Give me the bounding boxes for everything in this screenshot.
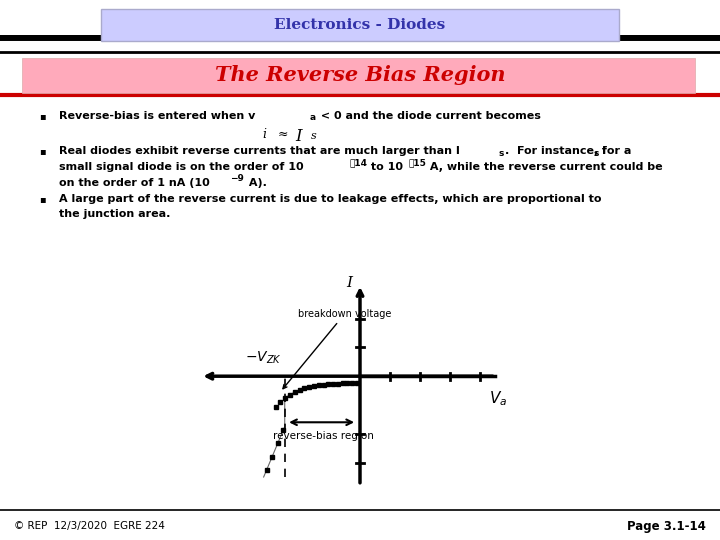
- Text: s: s: [499, 148, 504, 158]
- Text: Electronics - Diodes: Electronics - Diodes: [274, 18, 446, 32]
- Text: A).: A).: [245, 178, 266, 188]
- Text: for a: for a: [598, 146, 631, 157]
- Text: ▪: ▪: [40, 194, 46, 204]
- Text: to 10: to 10: [367, 162, 403, 172]
- Text: i: i: [263, 128, 267, 141]
- Text: .  For instance, I: . For instance, I: [505, 146, 606, 157]
- Text: $V_a$: $V_a$: [490, 389, 508, 408]
- Text: s: s: [311, 131, 317, 141]
- Text: A, while the reverse current could be: A, while the reverse current could be: [426, 162, 662, 172]
- Text: ▪: ▪: [40, 146, 46, 157]
- Text: ≈: ≈: [277, 128, 288, 141]
- Text: on the order of 1 nA (10: on the order of 1 nA (10: [59, 178, 210, 188]
- Text: © REP  12/3/2020  EGRE 224: © REP 12/3/2020 EGRE 224: [14, 522, 166, 531]
- Text: a: a: [310, 113, 316, 123]
- Text: s: s: [593, 148, 598, 158]
- Text: ⁲15: ⁲15: [408, 158, 426, 167]
- Text: The Reverse Bias Region: The Reverse Bias Region: [215, 65, 505, 85]
- Text: ▪: ▪: [40, 111, 46, 122]
- Text: Reverse-bias is entered when v: Reverse-bias is entered when v: [59, 111, 256, 122]
- Text: I: I: [295, 128, 302, 145]
- Text: $-V_{ZK}$: $-V_{ZK}$: [245, 350, 282, 366]
- Text: I: I: [346, 276, 353, 290]
- Text: reverse-bias region: reverse-bias region: [274, 431, 374, 441]
- Text: the junction area.: the junction area.: [59, 209, 171, 219]
- Text: A large part of the reverse current is due to leakage effects, which are proport: A large part of the reverse current is d…: [59, 194, 601, 204]
- Text: small signal diode is on the order of 10: small signal diode is on the order of 10: [59, 162, 304, 172]
- Text: ⁲14: ⁲14: [349, 158, 367, 167]
- Text: −9: −9: [230, 174, 244, 183]
- Text: < 0 and the diode current becomes: < 0 and the diode current becomes: [317, 111, 541, 122]
- Text: Real diodes exhibit reverse currents that are much larger than I: Real diodes exhibit reverse currents tha…: [59, 146, 460, 157]
- Text: Page 3.1-14: Page 3.1-14: [626, 520, 706, 533]
- Text: breakdown voltage: breakdown voltage: [283, 308, 392, 389]
